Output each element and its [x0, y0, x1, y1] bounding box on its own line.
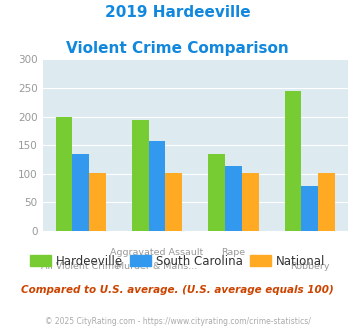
Bar: [318, 173, 335, 231]
Text: Rape: Rape: [222, 248, 245, 257]
Bar: [56, 117, 72, 231]
Bar: [132, 120, 149, 231]
Text: Compared to U.S. average. (U.S. average equals 100): Compared to U.S. average. (U.S. average …: [21, 285, 334, 295]
Bar: [208, 154, 225, 231]
Legend: Hardeeville, South Carolina, National: Hardeeville, South Carolina, National: [25, 250, 330, 273]
Bar: [165, 173, 182, 231]
Bar: [225, 166, 242, 231]
Bar: [149, 141, 165, 231]
Text: Murder & Mans...: Murder & Mans...: [116, 262, 198, 271]
Text: 2019 Hardeeville: 2019 Hardeeville: [105, 5, 250, 20]
Text: Robbery: Robbery: [290, 262, 329, 271]
Bar: [301, 186, 318, 231]
Text: Violent Crime Comparison: Violent Crime Comparison: [66, 41, 289, 56]
Bar: [72, 154, 89, 231]
Text: Aggravated Assault: Aggravated Assault: [110, 248, 204, 257]
Bar: [285, 91, 301, 231]
Bar: [89, 173, 106, 231]
Text: All Violent Crime: All Violent Crime: [41, 262, 120, 271]
Text: © 2025 CityRating.com - https://www.cityrating.com/crime-statistics/: © 2025 CityRating.com - https://www.city…: [45, 317, 310, 326]
Bar: [242, 173, 258, 231]
